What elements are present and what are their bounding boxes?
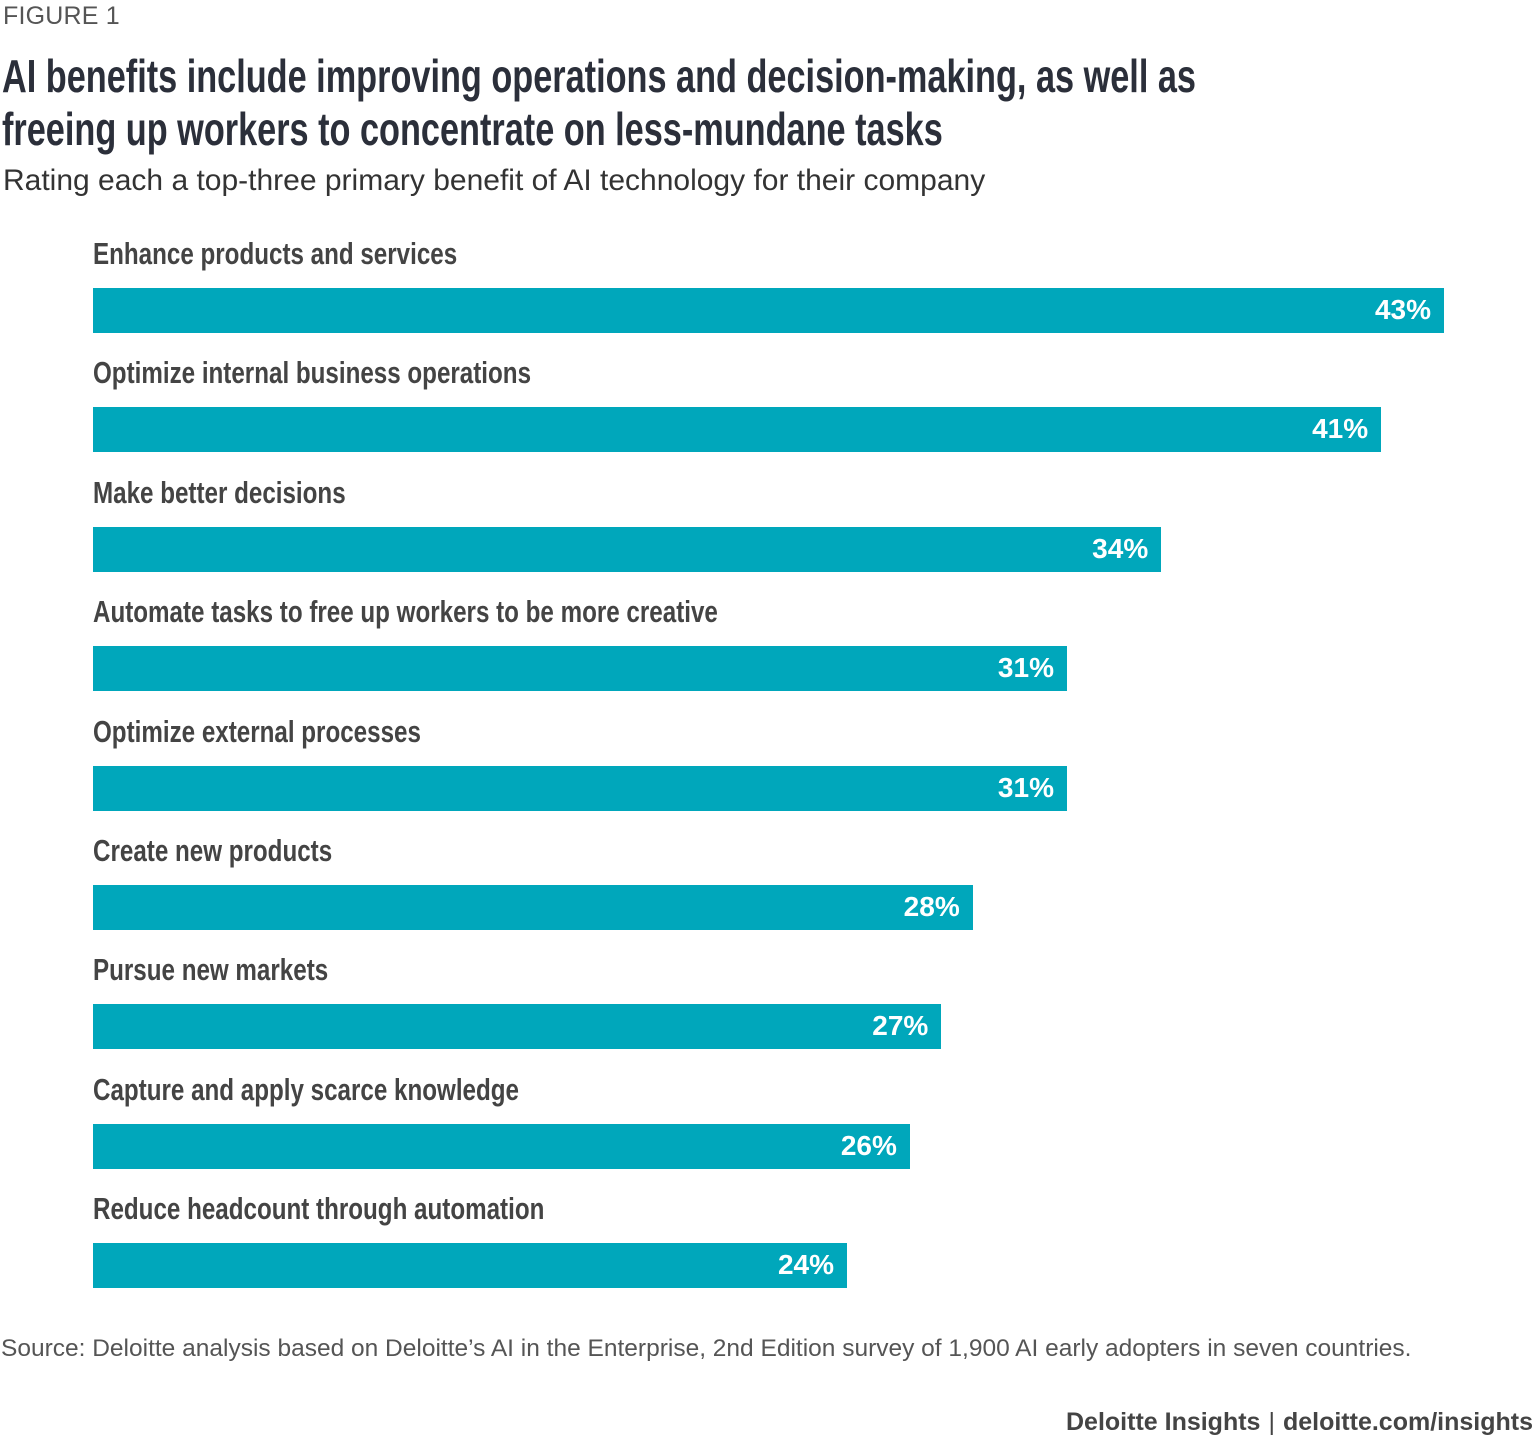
bar: 31% bbox=[93, 765, 1067, 811]
value-label: 34% bbox=[1092, 532, 1149, 564]
value-label: 26% bbox=[840, 1129, 897, 1161]
value-label: 31% bbox=[997, 652, 1054, 684]
value-label: 24% bbox=[777, 1249, 835, 1281]
chart-title: AI benefits include improving operations… bbox=[2, 50, 1536, 156]
source-note: Source: Deloitte analysis based on Deloi… bbox=[1, 1335, 1412, 1362]
category-label: Create new products bbox=[93, 833, 333, 868]
value-label: 28% bbox=[903, 891, 960, 922]
bar: 27% bbox=[93, 1004, 942, 1050]
chart-title-line-1: AI benefits include improving operations… bbox=[2, 50, 1197, 102]
category-label: Reduce headcount through automation bbox=[93, 1191, 545, 1227]
bar: 24% bbox=[93, 1243, 848, 1289]
category-label: Capture and apply scarce knowledge bbox=[93, 1071, 519, 1107]
value-label: 43% bbox=[1374, 294, 1431, 325]
category-label: Optimize internal business operations bbox=[93, 355, 532, 391]
value-label: 31% bbox=[997, 771, 1054, 803]
bar: 34% bbox=[93, 526, 1162, 572]
category-label: Optimize external processes bbox=[93, 713, 421, 749]
footer-brand: Deloitte Insights bbox=[1066, 1408, 1261, 1436]
category-label: Make better decisions bbox=[93, 474, 346, 510]
bar: 26% bbox=[93, 1123, 910, 1169]
value-label: 27% bbox=[872, 1010, 929, 1042]
bar: 43% bbox=[93, 288, 1444, 333]
footer: Deloitte Insights | deloitte.com/insights bbox=[1066, 1408, 1533, 1437]
category-label: Automate tasks to free up workers to be … bbox=[93, 594, 718, 630]
value-label: 41% bbox=[1312, 413, 1369, 445]
chart-title-line-2: freeing up workers to concentrate on les… bbox=[2, 103, 943, 155]
bar: 31% bbox=[93, 646, 1067, 692]
bar: 28% bbox=[93, 885, 973, 930]
footer-url[interactable]: deloitte.com/insights bbox=[1282, 1408, 1533, 1436]
bar: 41% bbox=[93, 407, 1382, 453]
category-label: Enhance products and services bbox=[93, 236, 458, 271]
chart-subtitle: Rating each a top-three primary benefit … bbox=[3, 164, 986, 197]
category-label: Pursue new markets bbox=[93, 952, 329, 988]
footer-separator: | bbox=[1268, 1408, 1275, 1436]
figure-label: FIGURE 1 bbox=[3, 2, 120, 30]
